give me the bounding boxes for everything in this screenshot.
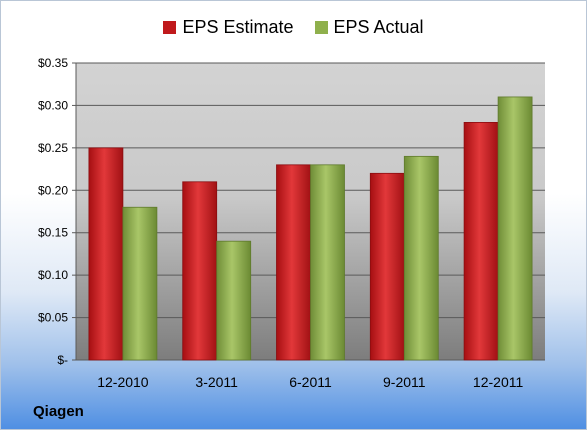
y-tick-label: $0.25 xyxy=(38,141,68,155)
legend: EPS Estimate EPS Actual xyxy=(1,17,586,38)
bar-estimate-12-2011 xyxy=(463,122,499,361)
x-tick-label: 3-2011 xyxy=(195,374,238,390)
legend-swatch-estimate xyxy=(163,21,177,34)
legend-label-estimate: EPS Estimate xyxy=(182,17,294,37)
company-name: Qiagen xyxy=(33,403,84,420)
y-tick-label: $0.20 xyxy=(38,183,68,197)
x-tick-label: 12-2010 xyxy=(97,374,149,390)
bar-estimate-6-2011 xyxy=(276,164,311,361)
bar-actual-12-2010 xyxy=(122,206,158,361)
legend-item-actual: EPS Actual xyxy=(314,17,424,38)
y-tick-label: $0.05 xyxy=(38,311,68,325)
bar-actual-6-2011 xyxy=(310,164,345,361)
bar-estimate-12-2010 xyxy=(88,147,124,361)
bar-estimate-9-2011 xyxy=(369,172,405,361)
x-tick-label: 6-2011 xyxy=(289,374,332,390)
bar-actual-9-2011 xyxy=(403,155,439,361)
legend-swatch-actual xyxy=(314,21,328,34)
y-tick-label: $- xyxy=(57,353,68,367)
bar-actual-3-2011 xyxy=(216,240,252,361)
y-tick-label: $0.10 xyxy=(38,268,68,282)
y-tick-label: $0.30 xyxy=(38,98,68,112)
y-tick-label: $0.15 xyxy=(38,226,68,240)
legend-label-actual: EPS Actual xyxy=(333,17,424,37)
bar-actual-12-2011 xyxy=(497,96,533,361)
bar-estimate-3-2011 xyxy=(182,181,218,361)
y-tick-label: $0.35 xyxy=(38,56,68,70)
legend-item-estimate: EPS Estimate xyxy=(163,17,293,38)
x-tick-label: 12-2011 xyxy=(473,374,524,390)
x-tick-label: 9-2011 xyxy=(383,374,426,390)
